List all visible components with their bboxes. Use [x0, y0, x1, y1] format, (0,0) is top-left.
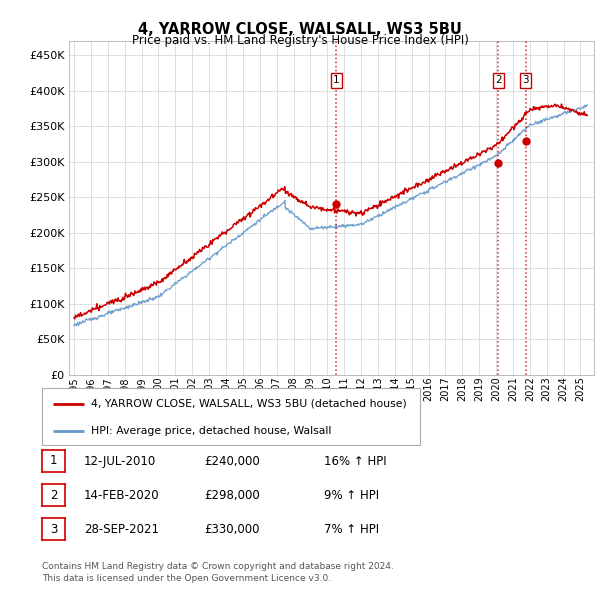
Text: £330,000: £330,000 — [204, 523, 260, 536]
Text: Price paid vs. HM Land Registry's House Price Index (HPI): Price paid vs. HM Land Registry's House … — [131, 34, 469, 47]
Text: 7% ↑ HPI: 7% ↑ HPI — [324, 523, 379, 536]
Text: 2: 2 — [50, 489, 57, 502]
Text: HPI: Average price, detached house, Walsall: HPI: Average price, detached house, Wals… — [91, 426, 332, 436]
Text: £298,000: £298,000 — [204, 489, 260, 502]
Text: 28-SEP-2021: 28-SEP-2021 — [84, 523, 159, 536]
Text: 2: 2 — [495, 76, 502, 86]
Text: 4, YARROW CLOSE, WALSALL, WS3 5BU (detached house): 4, YARROW CLOSE, WALSALL, WS3 5BU (detac… — [91, 399, 407, 409]
Text: 14-FEB-2020: 14-FEB-2020 — [84, 489, 160, 502]
Text: 12-JUL-2010: 12-JUL-2010 — [84, 455, 156, 468]
Text: 16% ↑ HPI: 16% ↑ HPI — [324, 455, 386, 468]
Text: 3: 3 — [523, 76, 529, 86]
Text: 1: 1 — [50, 454, 57, 467]
Text: 1: 1 — [333, 76, 340, 86]
Text: £240,000: £240,000 — [204, 455, 260, 468]
FancyBboxPatch shape — [42, 388, 420, 445]
Text: 9% ↑ HPI: 9% ↑ HPI — [324, 489, 379, 502]
Text: Contains HM Land Registry data © Crown copyright and database right 2024.
This d: Contains HM Land Registry data © Crown c… — [42, 562, 394, 583]
Text: 4, YARROW CLOSE, WALSALL, WS3 5BU: 4, YARROW CLOSE, WALSALL, WS3 5BU — [138, 22, 462, 37]
Text: 3: 3 — [50, 523, 57, 536]
